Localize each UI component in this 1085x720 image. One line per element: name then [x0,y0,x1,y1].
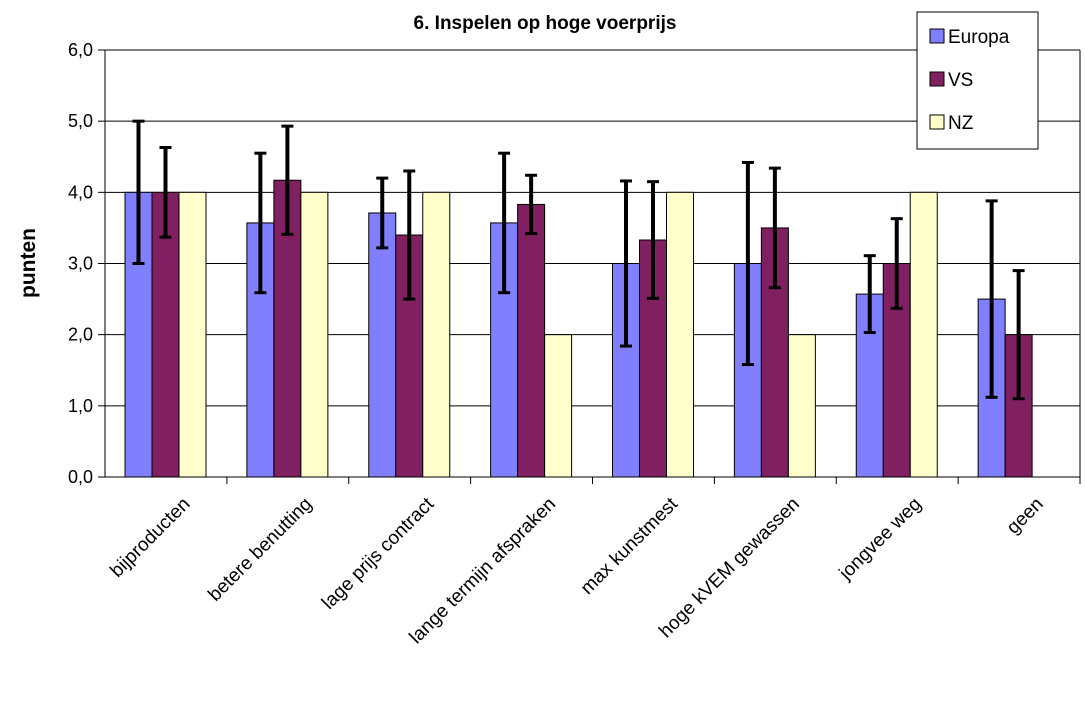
x-tick-label: betere benutting [204,494,316,606]
bars [124,179,1033,478]
bar-nz-6 [787,334,816,478]
legend-label-vs: VS [948,70,973,91]
legend-swatch-vs [929,71,945,87]
y-tick-label: 4,0 [68,182,93,202]
bar-nz-3 [422,191,451,478]
bar-vs-4 [517,203,546,478]
y-tick-label: 1,0 [68,396,93,416]
x-tick-label: geen [1003,494,1048,539]
bar-nz-1 [178,191,207,478]
bar-europa-3 [368,212,397,478]
legend-swatch-europa [929,28,945,44]
bar-nz-4 [544,334,573,478]
legend-label-nz: NZ [948,113,974,134]
y-tick-label: 3,0 [68,254,93,274]
y-axis-label: punten [17,228,40,298]
x-tick-label: hoge kVEM gewassen [655,494,804,643]
x-tick-label: max kunstmest [577,493,683,599]
legend-swatch-nz [929,114,945,130]
legend: Europa VS NZ [916,11,1039,150]
legend-label-europa: Europa [948,27,1010,48]
x-tick-label: lage prijs contract [318,493,439,614]
y-tick-label: 6,0 [68,40,93,60]
bar-nz-5 [666,191,694,478]
bar-nz-7 [909,191,938,478]
y-tick-label: 0,0 [68,467,93,487]
x-tick-label: jongvee weg [835,494,926,585]
chart-title: 6. Inspelen op hoge voerprijs [414,13,677,34]
error-bars [132,119,1025,401]
x-tick-label: bijproducten [106,494,194,582]
y-tick-label: 5,0 [68,111,93,131]
y-tick-labels: 0,0 1,0 2,0 3,0 4,0 5,0 6,0 [68,40,93,487]
y-tick-label: 2,0 [68,325,93,345]
bar-nz-2 [300,191,329,478]
x-tick-labels: bijproducten betere benutting lage prijs c… [106,493,1047,648]
